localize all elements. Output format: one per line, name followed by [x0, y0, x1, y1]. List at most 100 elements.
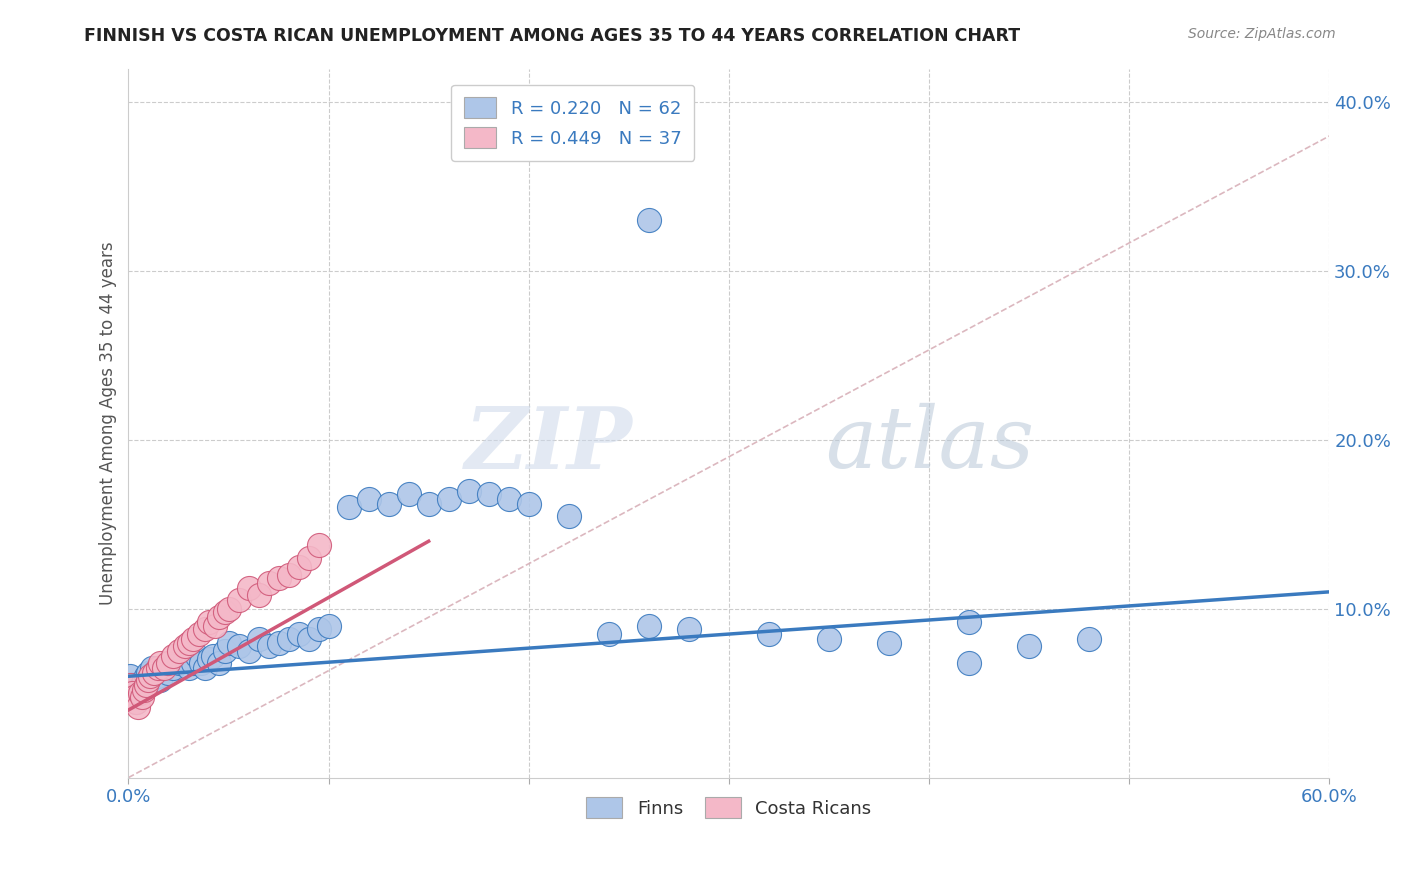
Point [297, 632, 319, 647]
Point [957, 656, 980, 670]
Point [149, 656, 172, 670]
Legend: Finns, Costa Ricans: Finns, Costa Ricans [579, 790, 879, 825]
Point [186, 648, 208, 663]
Text: ZIP: ZIP [465, 402, 633, 486]
Point [138, 665, 160, 680]
Point [139, 669, 162, 683]
Point [418, 497, 440, 511]
Point [148, 661, 170, 675]
Point [190, 656, 212, 670]
Point [143, 665, 166, 680]
Text: FINNISH VS COSTA RICAN UNEMPLOYMENT AMONG AGES 35 TO 44 YEARS CORRELATION CHART: FINNISH VS COSTA RICAN UNEMPLOYMENT AMON… [84, 27, 1021, 45]
Point [337, 500, 360, 515]
Point [157, 656, 180, 670]
Point [257, 639, 280, 653]
Y-axis label: Unemployment Among Ages 35 to 44 years: Unemployment Among Ages 35 to 44 years [100, 241, 117, 605]
Point [957, 615, 980, 630]
Point [197, 615, 219, 630]
Point [173, 652, 195, 666]
Point [157, 665, 180, 680]
Point [287, 559, 309, 574]
Point [125, 695, 148, 709]
Point [204, 618, 226, 632]
Point [124, 686, 146, 700]
Point [637, 213, 659, 227]
Point [598, 627, 620, 641]
Point [181, 656, 204, 670]
Point [149, 673, 172, 687]
Point [228, 639, 250, 653]
Point [214, 605, 236, 619]
Point [238, 582, 260, 596]
Point [257, 576, 280, 591]
Point [173, 639, 195, 653]
Point [1078, 632, 1101, 647]
Point [131, 690, 153, 704]
Point [498, 491, 520, 506]
Point [153, 661, 176, 675]
Point [177, 661, 200, 675]
Point [267, 635, 290, 649]
Point [138, 673, 160, 687]
Point [277, 632, 299, 647]
Point [148, 669, 170, 683]
Point [437, 491, 460, 506]
Point [517, 497, 540, 511]
Point [238, 644, 260, 658]
Point [478, 487, 501, 501]
Point [207, 610, 229, 624]
Point [287, 627, 309, 641]
Point [398, 487, 420, 501]
Point [181, 632, 204, 647]
Point [297, 551, 319, 566]
Point [308, 538, 330, 552]
Point [134, 682, 156, 697]
Point [357, 491, 380, 506]
Point [228, 593, 250, 607]
Point [121, 678, 143, 692]
Point [120, 669, 142, 683]
Point [214, 644, 236, 658]
Point [637, 618, 659, 632]
Point [207, 656, 229, 670]
Point [187, 627, 209, 641]
Point [457, 483, 479, 498]
Point [1018, 639, 1040, 653]
Point [193, 622, 215, 636]
Point [129, 682, 152, 697]
Point [218, 635, 240, 649]
Point [135, 669, 157, 683]
Text: atlas: atlas [825, 403, 1033, 485]
Point [162, 661, 184, 675]
Point [193, 661, 215, 675]
Point [138, 673, 160, 687]
Point [125, 695, 148, 709]
Point [167, 656, 190, 670]
Point [131, 678, 153, 692]
Point [558, 508, 581, 523]
Point [318, 618, 340, 632]
Point [167, 644, 190, 658]
Point [120, 678, 142, 692]
Point [162, 648, 184, 663]
Point [247, 588, 270, 602]
Point [218, 601, 240, 615]
Point [121, 686, 143, 700]
Text: Source: ZipAtlas.com: Source: ZipAtlas.com [1188, 27, 1336, 41]
Point [377, 497, 399, 511]
Point [877, 635, 900, 649]
Point [177, 635, 200, 649]
Point [678, 622, 700, 636]
Point [247, 632, 270, 647]
Point [127, 699, 149, 714]
Point [135, 678, 157, 692]
Point [308, 622, 330, 636]
Point [134, 673, 156, 687]
Point [127, 690, 149, 704]
Point [267, 571, 290, 585]
Point [197, 652, 219, 666]
Point [143, 665, 166, 680]
Point [153, 661, 176, 675]
Point [124, 690, 146, 704]
Point [818, 632, 841, 647]
